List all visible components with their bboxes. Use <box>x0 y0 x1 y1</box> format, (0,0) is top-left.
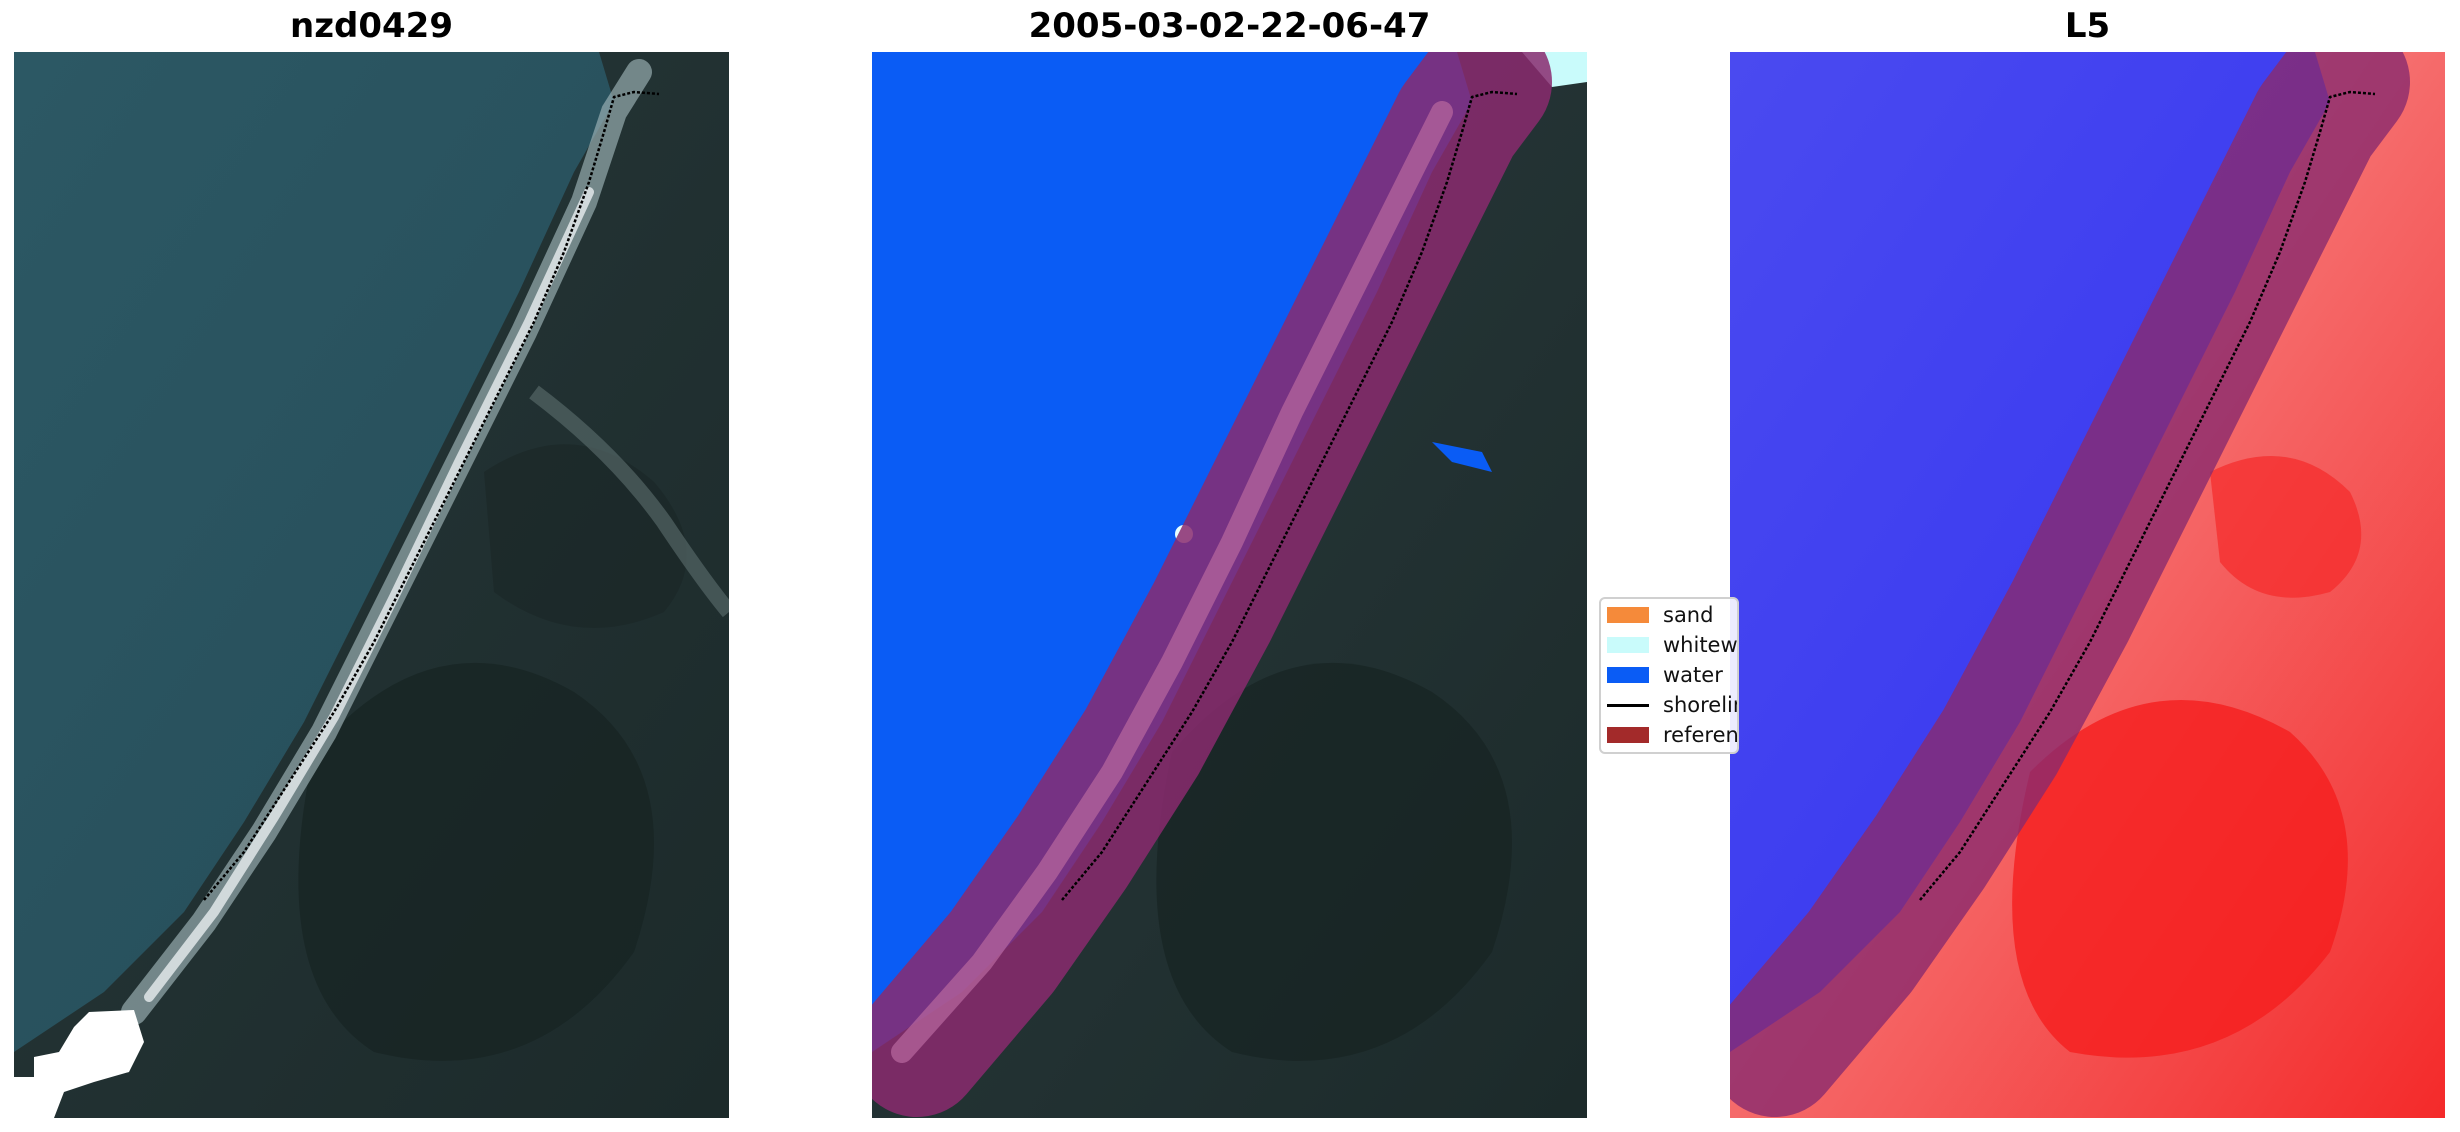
panel-title-index: L5 <box>2064 6 2111 46</box>
legend-item-shoreline: shoreline <box>1607 692 1737 718</box>
classification-panel <box>872 52 1587 1118</box>
detected-shoreline <box>203 90 660 901</box>
forest-shadow <box>298 662 654 1061</box>
legend-line-shoreline <box>1607 703 1649 707</box>
rgb-image-panel <box>14 52 729 1118</box>
index-panel <box>1730 52 2445 1118</box>
legend-swatch-water <box>1607 667 1649 683</box>
reference-buffer <box>1730 52 2410 1117</box>
legend-item-reference-buffer: reference shoreline buffer <box>1607 722 1739 748</box>
high-index-patch <box>2012 700 2348 1058</box>
detected-shoreline <box>1919 90 2376 901</box>
high-index-patch-2 <box>2210 456 2362 598</box>
forest-shadow <box>1156 662 1512 1061</box>
sand-class-inside-buffer <box>891 101 1453 1063</box>
rgb-image <box>14 52 729 1118</box>
legend-label-whitewater: whitewater <box>1663 633 1738 657</box>
legend: sand whitewater water shoreline referenc… <box>1599 597 1739 754</box>
cloud-mask <box>14 1010 144 1118</box>
legend-label-shoreline: shoreline <box>1663 693 1737 717</box>
legend-label-reference-buffer: reference shoreline buffer <box>1663 723 1739 747</box>
legend-swatch-reference-buffer <box>1607 727 1649 743</box>
legend-label-water: water <box>1663 663 1723 687</box>
panel-title-rgb: nzd0429 <box>290 6 453 46</box>
detected-shoreline <box>1061 90 1518 901</box>
legend-swatch-whitewater <box>1607 637 1649 653</box>
water-class-spot <box>1432 442 1492 472</box>
estuary <box>529 385 729 618</box>
legend-item-sand: sand <box>1607 602 1713 628</box>
panel-title-classification: 2005-03-02-22-06-47 <box>1028 6 1431 46</box>
legend-item-whitewater: whitewater <box>1607 632 1738 658</box>
legend-swatch-sand <box>1607 607 1649 623</box>
classification-image <box>872 52 1587 1118</box>
index-image <box>1730 52 2445 1118</box>
legend-item-water: water <box>1607 662 1723 688</box>
legend-label-sand: sand <box>1663 603 1714 627</box>
